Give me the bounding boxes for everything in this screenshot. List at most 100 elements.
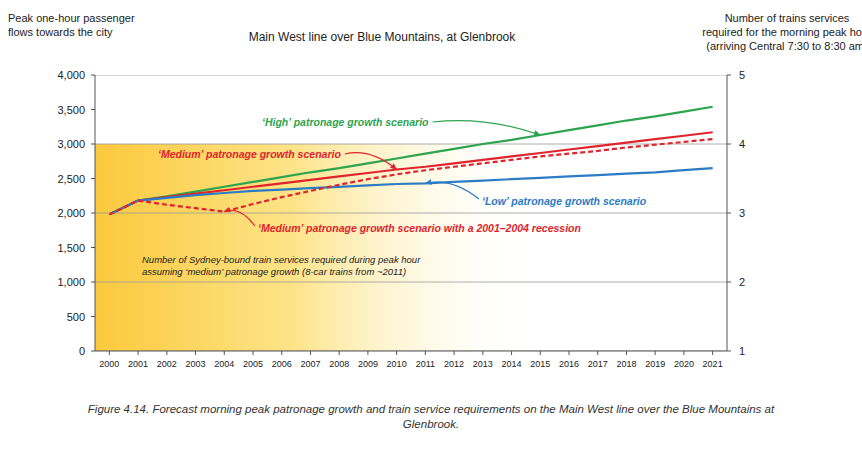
shaded-area <box>95 144 540 351</box>
x-tick <box>396 351 397 355</box>
x-tick-label: 2019 <box>645 359 665 369</box>
y-tick-label: 1,000 <box>57 276 85 288</box>
series-label-arrow <box>432 121 540 135</box>
x-tick <box>281 351 282 355</box>
x-tick-label: 2006 <box>272 359 292 369</box>
x-tick <box>310 351 311 355</box>
chart: Main West line over Blue Mountains, at G… <box>0 0 862 459</box>
x-tick <box>683 351 684 355</box>
title: Main West line over Blue Mountains, at G… <box>249 30 517 44</box>
y-tick <box>91 75 95 76</box>
x-tick-label: 2009 <box>358 359 378 369</box>
x-axis-line <box>95 351 727 352</box>
x-tick <box>339 351 340 355</box>
y-tick <box>91 247 95 248</box>
series-label: ‘High’ patronage growth scenario <box>262 116 429 128</box>
caption: Figure 4.14. Forecast morning peak patro… <box>88 403 775 415</box>
x-tick-label: 2004 <box>214 359 234 369</box>
caption: Glenbrook. <box>403 418 459 430</box>
x-tick <box>454 351 455 355</box>
y2-axis-label: required for the morning peak hour <box>702 26 862 38</box>
series-label: ‘Medium’ patronage growth scenario with … <box>258 222 581 234</box>
grid-line <box>95 75 727 76</box>
x-tick <box>569 351 570 355</box>
y2-tick <box>727 351 731 352</box>
y2-axis-label: (arriving Central 7:30 to 8:30 am) <box>706 40 862 52</box>
x-tick-label: 2007 <box>300 359 320 369</box>
x-tick-label: 2008 <box>329 359 349 369</box>
y-tick <box>91 351 95 352</box>
series-line <box>109 132 712 214</box>
x-tick <box>597 351 598 355</box>
y2-axis-label: Number of trains services <box>725 12 850 24</box>
plot-area <box>95 75 727 351</box>
y-tick-label: 500 <box>67 311 85 323</box>
y2-tick-label: 1 <box>739 345 745 357</box>
series-label-arrow <box>345 153 397 170</box>
x-tick <box>655 351 656 355</box>
y2-tick <box>727 75 731 76</box>
y2-tick-label: 4 <box>739 138 745 150</box>
x-tick-label: 2000 <box>99 359 119 369</box>
series-label-arrow <box>224 210 255 226</box>
y2-tick <box>727 213 731 214</box>
y2-tick-label: 5 <box>739 69 745 81</box>
x-tick <box>511 351 512 355</box>
y-axis-label: flows towards the city <box>8 26 113 38</box>
x-tick-label: 2011 <box>416 359 435 369</box>
x-tick-label: 2013 <box>473 359 493 369</box>
y-tick-label: 1,500 <box>57 242 85 254</box>
x-tick-label: 2015 <box>530 359 550 369</box>
x-tick <box>626 351 627 355</box>
y2-tick <box>727 282 731 283</box>
x-tick-label: 2002 <box>157 359 177 369</box>
y2-tick <box>727 144 731 145</box>
x-tick <box>482 351 483 355</box>
series-line <box>109 107 712 215</box>
x-tick-label: 2016 <box>559 359 579 369</box>
x-tick-label: 2005 <box>243 359 263 369</box>
y-tick <box>91 109 95 110</box>
x-tick-label: 2020 <box>674 359 694 369</box>
series-label: ‘Low’ patronage growth scenario <box>482 195 647 207</box>
x-tick-label: 2010 <box>387 359 407 369</box>
y-tick <box>91 316 95 317</box>
grid-line <box>95 351 727 352</box>
x-tick <box>195 351 196 355</box>
x-tick-label: 2001 <box>128 359 148 369</box>
y2-tick-label: 3 <box>739 207 745 219</box>
shaded-area-label: assuming ‘medium’ patronage growth (8-ca… <box>142 266 406 277</box>
y-tick-label: 3,000 <box>57 138 85 150</box>
x-tick <box>425 351 426 355</box>
y-tick-label: 0 <box>79 345 85 357</box>
x-tick <box>540 351 541 355</box>
shaded-area-label: Number of Sydney-bound train services re… <box>142 254 421 265</box>
y-tick <box>91 213 95 214</box>
y-tick-label: 2,000 <box>57 207 85 219</box>
x-tick-label: 2018 <box>616 359 636 369</box>
grid-line <box>95 213 727 214</box>
x-tick-label: 2021 <box>703 359 723 369</box>
y-tick-label: 3,500 <box>57 104 85 116</box>
x-tick <box>367 351 368 355</box>
series-label: ‘Medium’ patronage growth scenario <box>158 148 341 160</box>
x-tick <box>138 351 139 355</box>
y-axis-label: Peak one-hour passenger <box>8 12 135 24</box>
y-tick <box>91 282 95 283</box>
x-tick-label: 2012 <box>444 359 464 369</box>
grid-line <box>95 282 727 283</box>
x-tick-label: 2014 <box>502 359 522 369</box>
series-label-arrow <box>425 182 479 199</box>
y-tick-label: 4,000 <box>57 69 85 81</box>
x-tick <box>712 351 713 355</box>
x-tick <box>109 351 110 355</box>
x-tick-label: 2017 <box>588 359 608 369</box>
y-tick <box>91 144 95 145</box>
x-tick <box>253 351 254 355</box>
x-tick <box>224 351 225 355</box>
grid-line <box>95 144 727 145</box>
y-tick <box>91 178 95 179</box>
y2-tick-label: 2 <box>739 276 745 288</box>
y-tick-label: 2,500 <box>57 173 85 185</box>
x-tick <box>166 351 167 355</box>
